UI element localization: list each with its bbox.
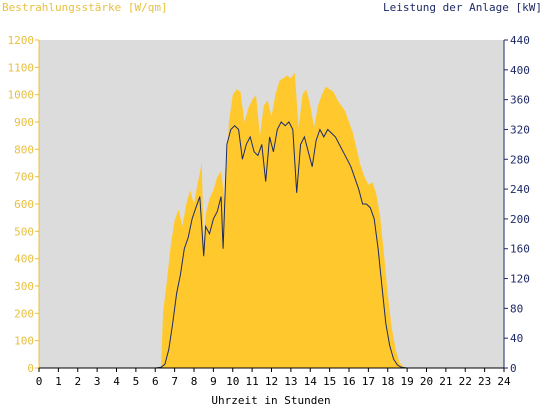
x-tick-label: 7 xyxy=(171,375,178,388)
right-axis-title: Leistung der Anlage [kW] xyxy=(383,1,542,14)
x-tick-label: 3 xyxy=(94,375,101,388)
right-tick-label: 120 xyxy=(510,273,530,286)
x-tick-label: 1 xyxy=(55,375,62,388)
left-axis-title: Bestrahlungsstärke [W/qm] xyxy=(2,1,168,14)
right-tick-label: 200 xyxy=(510,213,530,226)
x-tick-label: 19 xyxy=(401,375,414,388)
x-tick-label: 2 xyxy=(74,375,81,388)
x-tick-label: 8 xyxy=(191,375,198,388)
left-tick-label: 0 xyxy=(27,362,34,375)
x-tick-label: 12 xyxy=(265,375,278,388)
right-tick-label: 240 xyxy=(510,183,530,196)
x-tick-label: 10 xyxy=(226,375,239,388)
x-tick-label: 21 xyxy=(439,375,452,388)
x-tick-label: 14 xyxy=(304,375,318,388)
series-power-line xyxy=(39,121,504,369)
x-tick-label: 5 xyxy=(133,375,140,388)
x-tick-label: 0 xyxy=(36,375,43,388)
left-tick-label: 900 xyxy=(14,116,34,129)
left-tick-label: 500 xyxy=(14,225,34,238)
right-tick-label: 440 xyxy=(510,34,530,47)
left-tick-label: 600 xyxy=(14,198,34,211)
x-tick-label: 6 xyxy=(152,375,159,388)
x-axis-title: Uhrzeit in Stunden xyxy=(211,394,330,407)
right-tick-label: 160 xyxy=(510,243,530,256)
left-tick-label: 200 xyxy=(14,307,34,320)
x-tick-label: 15 xyxy=(323,375,336,388)
right-tick-label: 80 xyxy=(510,302,523,315)
left-tick-label: 800 xyxy=(14,143,34,156)
right-tick-label: 320 xyxy=(510,123,530,136)
x-tick-label: 22 xyxy=(459,375,472,388)
left-tick-label: 1200 xyxy=(8,34,35,47)
right-tick-label: 40 xyxy=(510,332,523,345)
x-tick-label: 4 xyxy=(113,375,120,388)
x-tick-label: 16 xyxy=(342,375,355,388)
series-irradiance-area xyxy=(39,72,504,369)
right-tick-label: 0 xyxy=(510,362,517,375)
left-tick-label: 100 xyxy=(14,335,34,348)
left-tick-label: 1100 xyxy=(8,61,35,74)
x-tick-label: 11 xyxy=(246,375,259,388)
x-tick-label: 20 xyxy=(420,375,433,388)
right-tick-label: 360 xyxy=(510,94,530,107)
x-tick-label: 17 xyxy=(362,375,375,388)
left-tick-label: 300 xyxy=(14,280,34,293)
right-tick-label: 400 xyxy=(510,64,530,77)
right-tick-label: 280 xyxy=(510,153,530,166)
left-tick-label: 400 xyxy=(14,253,34,266)
left-tick-label: 700 xyxy=(14,171,34,184)
x-tick-label: 9 xyxy=(210,375,217,388)
x-tick-label: 24 xyxy=(497,375,511,388)
x-tick-label: 18 xyxy=(381,375,394,388)
left-tick-label: 1000 xyxy=(8,89,35,102)
x-tick-label: 13 xyxy=(284,375,297,388)
x-tick-label: 23 xyxy=(478,375,491,388)
